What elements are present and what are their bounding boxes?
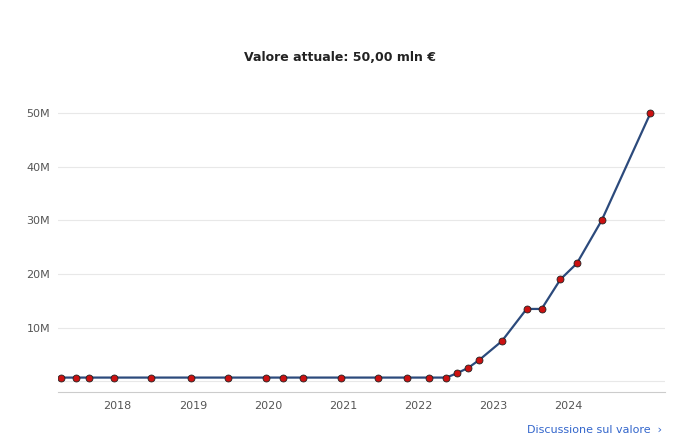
Text: EVOLUZIONE VDM: EVOLUZIONE VDM xyxy=(9,11,171,25)
Text: Valore attuale: 50,00 mln €: Valore attuale: 50,00 mln € xyxy=(244,51,435,64)
Text: Discussione sul valore  ›: Discussione sul valore › xyxy=(527,425,662,435)
